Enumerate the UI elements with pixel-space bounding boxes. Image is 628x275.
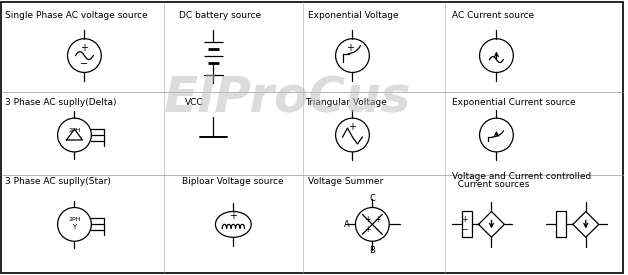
Text: ElProCus: ElProCus xyxy=(164,73,411,121)
Text: B: B xyxy=(369,246,376,255)
Text: +: + xyxy=(374,215,381,224)
Text: Voltage and Current controlled: Voltage and Current controlled xyxy=(452,172,591,181)
Text: Triangular Voltage: Triangular Voltage xyxy=(305,98,387,107)
Text: 3 Phase AC suplly(Delta): 3 Phase AC suplly(Delta) xyxy=(5,98,116,107)
Text: 2PH: 2PH xyxy=(68,217,80,222)
Text: 2PH: 2PH xyxy=(68,128,80,133)
Bar xyxy=(556,211,566,237)
Text: Voltage Summer: Voltage Summer xyxy=(308,177,383,186)
Text: +: + xyxy=(229,211,237,221)
Text: +: + xyxy=(364,215,371,224)
Text: VCC: VCC xyxy=(185,98,203,107)
Text: AC Current source: AC Current source xyxy=(452,11,534,20)
Text: -: - xyxy=(376,225,379,234)
Text: Biploar Voltage source: Biploar Voltage source xyxy=(181,177,283,186)
Text: 3 Phase AC suplly(Star): 3 Phase AC suplly(Star) xyxy=(5,177,111,186)
Text: C: C xyxy=(369,194,376,203)
Text: Y: Y xyxy=(72,224,77,230)
Text: +: + xyxy=(462,215,468,224)
Text: Current sources: Current sources xyxy=(452,180,529,189)
Text: −: − xyxy=(462,225,468,234)
Text: Exponential Voltage: Exponential Voltage xyxy=(308,11,398,20)
Text: +: + xyxy=(364,225,371,234)
Text: +: + xyxy=(347,43,354,53)
Text: Single Phase AC voltage source: Single Phase AC voltage source xyxy=(5,11,148,20)
Text: DC battery source: DC battery source xyxy=(179,11,261,20)
Text: +: + xyxy=(349,122,357,132)
Bar xyxy=(462,211,472,237)
Text: Exponential Current source: Exponential Current source xyxy=(452,98,575,107)
Text: −: − xyxy=(80,59,89,68)
Text: +: + xyxy=(80,43,89,53)
Text: A: A xyxy=(344,220,349,229)
